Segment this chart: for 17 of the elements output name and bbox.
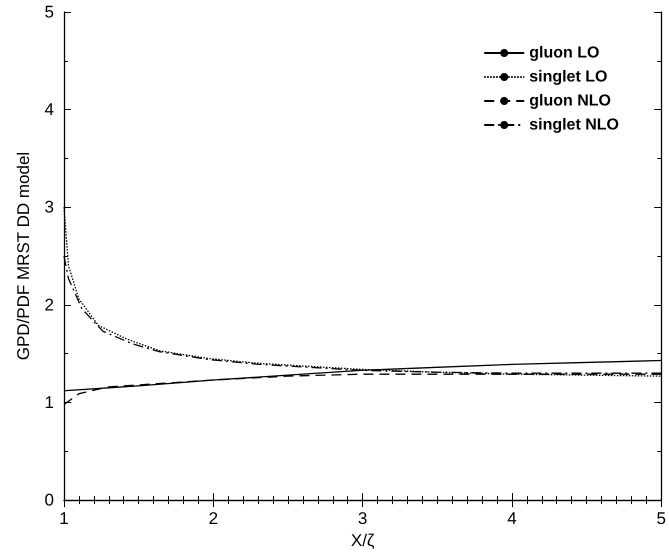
x-tick-label: 3 bbox=[358, 509, 368, 528]
y-axis-title: GPD/PDF MRST DD model bbox=[14, 152, 33, 360]
y-tick-label: 1 bbox=[44, 392, 54, 412]
x-tick-label: 4 bbox=[507, 509, 517, 528]
x-tick-label: 2 bbox=[208, 509, 218, 528]
legend-label: singlet LO bbox=[529, 68, 608, 86]
x-axis-title: X/ζ bbox=[350, 531, 375, 550]
y-tick-label: 3 bbox=[44, 198, 54, 217]
y-tick-label: 0 bbox=[44, 490, 54, 510]
x-tick-label: 1 bbox=[59, 509, 69, 528]
y-tick-label: 2 bbox=[44, 295, 54, 314]
legend-label: singlet NLO bbox=[529, 116, 619, 134]
x-tick-label: 5 bbox=[656, 509, 666, 528]
y-tick-label: 5 bbox=[44, 2, 54, 22]
legend-label: gluon LO bbox=[529, 44, 600, 62]
legend-label: gluon NLO bbox=[529, 92, 611, 110]
y-tick-label: 4 bbox=[44, 100, 54, 120]
